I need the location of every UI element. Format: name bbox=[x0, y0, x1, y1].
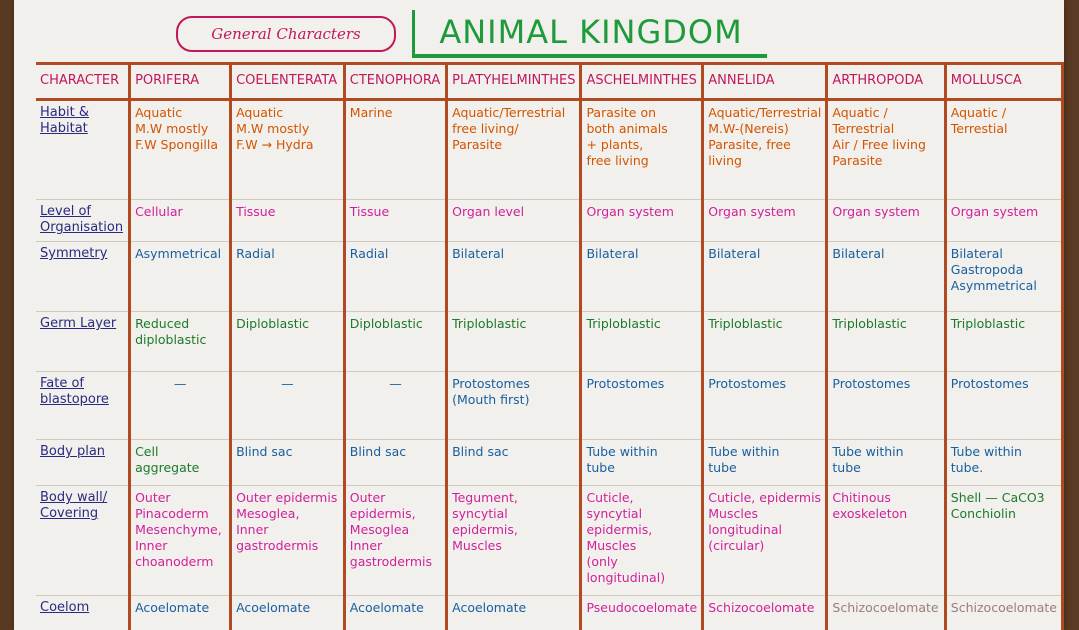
row-header: Coelom bbox=[36, 595, 132, 630]
subtitle-badge: General Characters bbox=[176, 16, 396, 52]
table-row: Level of Organisation Cellular Tissue Ti… bbox=[36, 199, 1064, 242]
table-cell: Marine bbox=[344, 99, 449, 200]
table-cell: Tube within tube. bbox=[945, 439, 1064, 486]
table-cell: Aquatic / Terrestial bbox=[945, 99, 1064, 200]
table-cell: Schizocoelomate bbox=[945, 595, 1064, 630]
column-header: PLATYHELMINTHES bbox=[446, 62, 583, 101]
table-cell: Acoelomate bbox=[129, 595, 233, 630]
table-cell: Chitinous exoskeleton bbox=[826, 485, 947, 596]
table-cell: Bilateral bbox=[580, 241, 705, 312]
row-header: Body wall/ Covering bbox=[36, 485, 132, 596]
row-header: Germ Layer bbox=[36, 311, 132, 372]
column-header: ANNELIDA bbox=[702, 62, 829, 101]
table-cell: Tissue bbox=[230, 199, 346, 242]
table-row: Body plan Cell aggregate Blind sac Blind… bbox=[36, 439, 1064, 486]
table-cell: Tube within tube bbox=[826, 439, 947, 486]
table-cell: Protostomes (Mouth first) bbox=[446, 371, 583, 440]
table-cell: Protostomes bbox=[702, 371, 829, 440]
table-cell: — bbox=[230, 371, 346, 440]
table-cell: Tissue bbox=[344, 199, 449, 242]
table-row: Coelom Acoelomate Acoelomate Acoelomate … bbox=[36, 595, 1064, 630]
table-cell: Schizocoelomate bbox=[702, 595, 829, 630]
table-cell: Aquatic M.W mostly F.W → Hydra bbox=[230, 99, 346, 200]
table-cell: Tube within tube bbox=[580, 439, 705, 486]
row-header: Fate of blastopore bbox=[36, 371, 132, 440]
table-cell: Organ system bbox=[702, 199, 829, 242]
table-cell: Bilateral Gastropoda Asymmetrical bbox=[945, 241, 1064, 312]
table-cell: — bbox=[129, 371, 233, 440]
table-cell: Triploblastic bbox=[580, 311, 705, 372]
table-cell: Shell — CaCO3 Conchiolin bbox=[945, 485, 1064, 596]
row-header: Level of Organisation bbox=[36, 199, 132, 242]
row-header: Body plan bbox=[36, 439, 132, 486]
table-cell: Cuticle, syncytial epidermis, Muscles (o… bbox=[580, 485, 705, 596]
table-cell: Protostomes bbox=[945, 371, 1064, 440]
table-cell: Blind sac bbox=[446, 439, 583, 486]
table-cell: Tegument, syncytial epidermis, Muscles bbox=[446, 485, 583, 596]
column-header: COELENTERATA bbox=[230, 62, 346, 101]
table-cell: Aquatic M.W mostly F.W Spongilla bbox=[129, 99, 233, 200]
table-cell: Outer Pinacoderm Mesenchyme, Inner choan… bbox=[129, 485, 233, 596]
table-row: Symmetry Asymmetrical Radial Radial Bila… bbox=[36, 241, 1064, 312]
table-cell: Triploblastic bbox=[826, 311, 947, 372]
table-cell: Aquatic/Terrestrial M.W-(Nereis) Parasit… bbox=[702, 99, 829, 200]
table-cell: Acoelomate bbox=[446, 595, 583, 630]
table-row: Fate of blastopore — — — Protostomes (Mo… bbox=[36, 371, 1064, 440]
table-cell: Reduced diploblastic bbox=[129, 311, 233, 372]
table-cell: Protostomes bbox=[826, 371, 947, 440]
column-header: CHARACTER bbox=[36, 62, 132, 101]
table-cell: Triploblastic bbox=[702, 311, 829, 372]
table-cell: Diploblastic bbox=[344, 311, 449, 372]
column-header: PORIFERA bbox=[129, 62, 233, 101]
table-cell: Outer epidermis Mesoglea, Inner gastrode… bbox=[230, 485, 346, 596]
page-title: ANIMAL KINGDOM bbox=[412, 10, 767, 58]
table-cell: Radial bbox=[230, 241, 346, 312]
column-header: ARTHROPODA bbox=[826, 62, 947, 101]
table-row: Body wall/ Covering Outer Pinacoderm Mes… bbox=[36, 485, 1064, 596]
table-cell: — bbox=[344, 371, 449, 440]
table-cell: Asymmetrical bbox=[129, 241, 233, 312]
table-row: Germ Layer Reduced diploblastic Diplobla… bbox=[36, 311, 1064, 372]
table-cell: Organ system bbox=[945, 199, 1064, 242]
table-cell: Organ system bbox=[580, 199, 705, 242]
sheet-header: General Characters ANIMAL KINGDOM bbox=[14, 0, 1064, 64]
column-header: MOLLUSCA bbox=[945, 62, 1064, 101]
table-cell: Pseudocoelomate bbox=[580, 595, 705, 630]
header-row: CHARACTER PORIFERA COELENTERATA CTENOPHO… bbox=[36, 62, 1064, 101]
column-header: CTENOPHORA bbox=[344, 62, 449, 101]
table-cell: Blind sac bbox=[230, 439, 346, 486]
row-header: Symmetry bbox=[36, 241, 132, 312]
table-cell: Bilateral bbox=[446, 241, 583, 312]
table-cell: Cellular bbox=[129, 199, 233, 242]
table-cell: Blind sac bbox=[344, 439, 449, 486]
table-cell: Acoelomate bbox=[344, 595, 449, 630]
table-cell: Parasite on both animals + plants, free … bbox=[580, 99, 705, 200]
table-cell: Aquatic/Terrestrial free living/ Parasit… bbox=[446, 99, 583, 200]
table-cell: Cuticle, epidermis Muscles longitudinal … bbox=[702, 485, 829, 596]
table-cell: Aquatic / Terrestrial Air / Free living … bbox=[826, 99, 947, 200]
table-cell: Diploblastic bbox=[230, 311, 346, 372]
row-header: Habit & Habitat bbox=[36, 99, 132, 200]
table-cell: Bilateral bbox=[702, 241, 829, 312]
table-cell: Radial bbox=[344, 241, 449, 312]
table-cell: Bilateral bbox=[826, 241, 947, 312]
table-cell: Cell aggregate bbox=[129, 439, 233, 486]
notes-sheet: General Characters ANIMAL KINGDOM CHARAC… bbox=[14, 0, 1064, 630]
table-cell: Organ system bbox=[826, 199, 947, 242]
column-header: ASCHELMINTHES bbox=[580, 62, 705, 101]
table-cell: Protostomes bbox=[580, 371, 705, 440]
table-row: Habit & Habitat Aquatic M.W mostly F.W S… bbox=[36, 99, 1064, 200]
table-cell: Tube within tube bbox=[702, 439, 829, 486]
animal-kingdom-table: CHARACTER PORIFERA COELENTERATA CTENOPHO… bbox=[36, 62, 1064, 630]
table-cell: Organ level bbox=[446, 199, 583, 242]
table-cell: Outer epidermis, Mesoglea Inner gastrode… bbox=[344, 485, 449, 596]
table-cell: Triploblastic bbox=[446, 311, 583, 372]
table-cell: Acoelomate bbox=[230, 595, 346, 630]
table-cell: Schizocoelomate bbox=[826, 595, 947, 630]
table-cell: Triploblastic bbox=[945, 311, 1064, 372]
